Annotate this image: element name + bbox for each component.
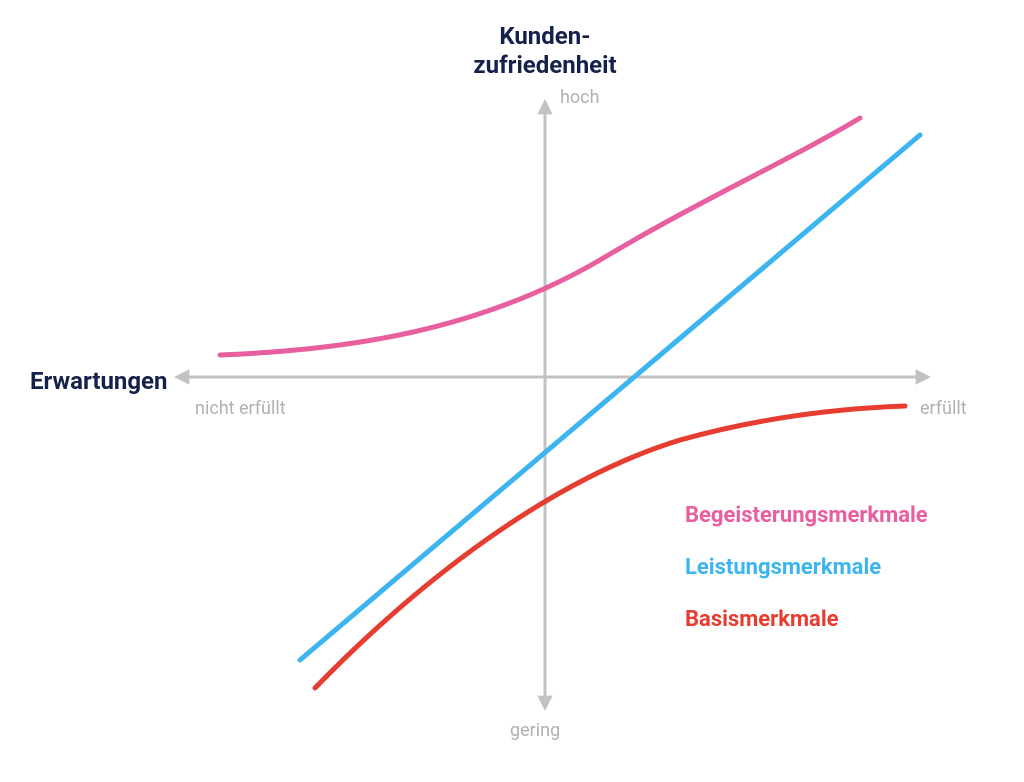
legend-basic: Basismerkmale [685,607,839,632]
x-axis-label-right: erfüllt [920,398,967,419]
x-axis-label-left: nicht erfüllt [195,398,286,419]
legend-performance: Leistungsmerkmale [685,555,881,580]
y-axis-title-line1: Kunden- [405,22,685,51]
kano-diagram: Kunden- zufriedenheit hoch gering Erwart… [0,0,1024,782]
x-axis-title: Erwartungen [30,367,167,396]
y-axis-title: Kunden- zufriedenheit [405,22,685,80]
y-axis-title-line2: zufriedenheit [405,51,685,80]
legend-excitement: Begeisterungsmerkmale [685,503,928,528]
y-axis-label-high: hoch [560,87,600,108]
y-axis-label-low: gering [510,720,560,741]
